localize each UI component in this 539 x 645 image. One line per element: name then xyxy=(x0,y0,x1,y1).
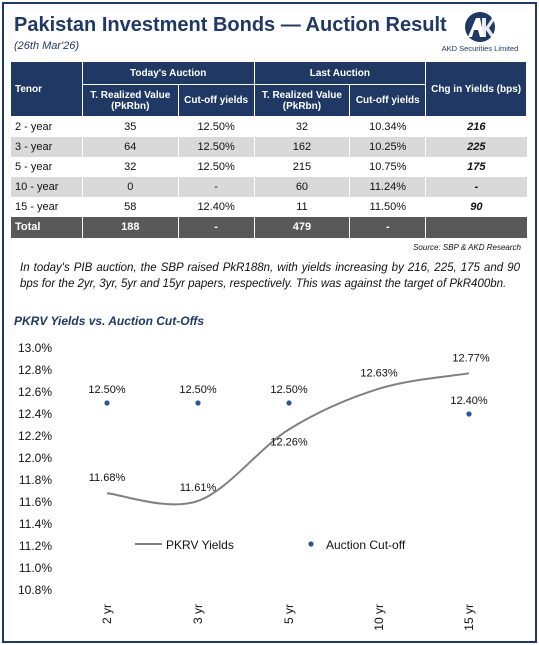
last-cutoff-header: Cut-off yields xyxy=(349,84,427,117)
chg-cell: 216 xyxy=(425,116,527,137)
x-tick-label: 3 yr xyxy=(191,604,205,624)
today-value-cell: 0 xyxy=(81,176,179,197)
pkrv-data-label: 12.77% xyxy=(452,352,490,364)
y-tick-label: 12.4% xyxy=(18,407,52,421)
logo-caption: AKD Securities Limited xyxy=(441,44,519,53)
table-row: 2 - year 35 12.50% 32 10.34% 216 xyxy=(10,116,527,137)
cutoff-data-label: 12.40% xyxy=(450,395,488,407)
last-value-cell: 11 xyxy=(253,196,350,217)
total-today-value: 188 xyxy=(81,216,179,238)
cutoff-point xyxy=(195,400,201,406)
today-cutoff-cell: 12.40% xyxy=(177,196,255,217)
today-realized-header: T. Realized Value (PkRbn) xyxy=(81,84,179,117)
tenor-cell: 5 - year xyxy=(10,156,83,177)
total-row: Total 188 - 479 - xyxy=(10,216,527,238)
pkrv-data-label: 12.26% xyxy=(270,436,308,448)
commentary-text: In today's PIB auction, the SBP raised P… xyxy=(20,262,520,290)
chg-yield-header: Chg in Yields (bps) xyxy=(425,61,527,117)
today-auction-header: Today's Auction xyxy=(81,61,255,85)
table-row: 5 - year 32 12.50% 215 10.75% 175 xyxy=(10,156,527,177)
y-tick-label: 11.2% xyxy=(19,539,52,553)
chg-cell: 175 xyxy=(425,156,527,177)
last-value-cell: 60 xyxy=(253,176,350,197)
tenor-cell: 3 - year xyxy=(10,136,83,157)
tenor-header: Tenor xyxy=(10,61,83,117)
chart-title: PKRV Yields vs. Auction Cut-Offs xyxy=(14,314,205,328)
last-cutoff-cell: 10.34% xyxy=(349,116,426,137)
total-label: Total xyxy=(10,216,83,238)
last-cutoff-cell: 11.50% xyxy=(349,196,426,217)
y-tick-label: 11.0% xyxy=(19,561,52,575)
tenor-cell: 10 - year xyxy=(10,176,83,197)
last-cutoff-cell: 10.75% xyxy=(349,156,426,177)
tenor-cell: 15 - year xyxy=(10,196,83,217)
y-tick-label: 13.0% xyxy=(18,341,52,355)
y-tick-label: 12.2% xyxy=(18,429,52,443)
last-value-cell: 162 xyxy=(253,136,350,157)
y-tick-label: 10.8% xyxy=(18,583,52,597)
y-tick-label: 12.0% xyxy=(18,451,52,465)
last-auction-header: Last Auction xyxy=(253,61,427,85)
legend-label: PKRV Yields xyxy=(166,538,234,552)
cutoff-data-label: 12.50% xyxy=(179,384,217,396)
total-today-cutoff: - xyxy=(177,216,255,238)
today-cutoff-cell: 12.50% xyxy=(177,136,255,157)
x-tick-label: 10 yr xyxy=(372,604,386,631)
today-cutoff-header: Cut-off yields xyxy=(177,84,255,117)
legend-label: Auction Cut-off xyxy=(326,538,406,552)
pkrv-data-label: 11.61% xyxy=(180,482,217,494)
pkrv-yield-line xyxy=(106,372,470,506)
y-tick-label: 11.4% xyxy=(19,517,52,531)
last-value-cell: 215 xyxy=(253,156,350,177)
x-tick-label: 2 yr xyxy=(100,604,114,624)
cutoff-point xyxy=(286,400,292,406)
last-cutoff-cell: 10.25% xyxy=(349,136,426,157)
y-tick-label: 12.6% xyxy=(18,385,52,399)
table-row: 10 - year 0 - 60 11.24% - xyxy=(10,176,527,197)
today-value-cell: 35 xyxy=(81,116,179,137)
today-value-cell: 32 xyxy=(81,156,179,177)
chg-cell: - xyxy=(425,176,527,197)
pkrv-data-label: 11.68% xyxy=(89,472,126,484)
y-tick-label: 11.6% xyxy=(19,495,52,509)
y-tick-label: 11.8% xyxy=(19,473,52,487)
table-row: 15 - year 58 12.40% 11 11.50% 90 xyxy=(10,196,527,217)
y-tick-label: 12.8% xyxy=(18,363,52,377)
cutoff-point xyxy=(104,400,110,406)
cutoff-data-label: 12.50% xyxy=(270,384,308,396)
today-cutoff-cell: 12.50% xyxy=(177,156,255,177)
today-cutoff-cell: 12.50% xyxy=(177,116,255,137)
auction-table: Tenor Today's Auction Last Auction Chg i… xyxy=(10,61,527,238)
chg-cell: 225 xyxy=(425,136,527,157)
total-last-value: 479 xyxy=(253,216,350,238)
total-last-cutoff: - xyxy=(349,216,426,238)
akd-logo xyxy=(465,12,496,42)
x-tick-label: 15 yr xyxy=(462,604,476,631)
tenor-cell: 2 - year xyxy=(10,116,83,137)
report-date: (26th Mar'26) xyxy=(14,40,80,52)
legend-marker-swatch xyxy=(308,541,314,547)
pkrv-data-label: 12.63% xyxy=(360,368,398,380)
cutoff-data-label: 12.50% xyxy=(88,384,126,396)
today-value-cell: 64 xyxy=(81,136,179,157)
chg-cell: 90 xyxy=(425,196,527,217)
last-cutoff-cell: 11.24% xyxy=(349,176,426,197)
source-note: Source: SBP & AKD Research xyxy=(413,243,521,252)
x-tick-label: 5 yr xyxy=(282,604,296,624)
page-title: Pakistan Investment Bonds — Auction Resu… xyxy=(14,14,447,36)
today-cutoff-cell: - xyxy=(177,176,255,197)
total-chg xyxy=(425,216,527,238)
today-value-cell: 58 xyxy=(81,196,179,217)
last-realized-header: T. Realized Value (PkRbn) xyxy=(253,84,351,117)
table-row: 3 - year 64 12.50% 162 10.25% 225 xyxy=(10,136,527,157)
cutoff-point xyxy=(466,411,472,417)
last-value-cell: 32 xyxy=(253,116,350,137)
